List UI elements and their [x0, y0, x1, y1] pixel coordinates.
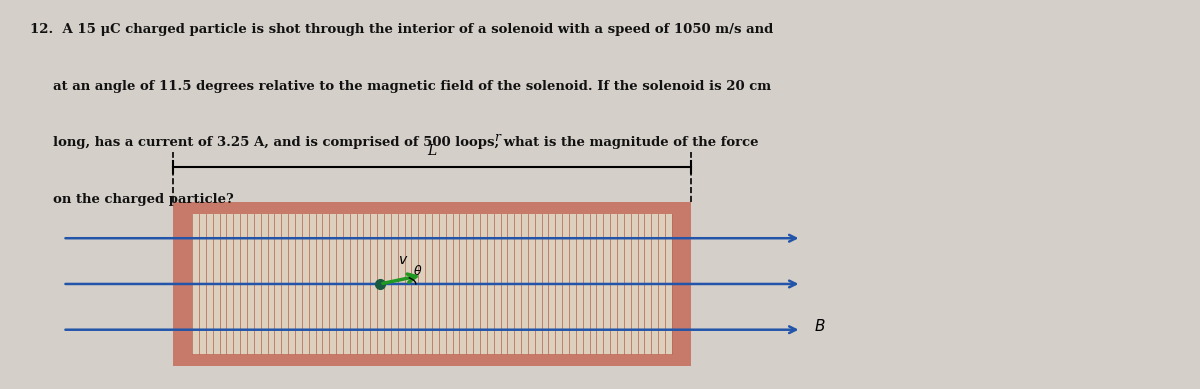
Bar	[173, 202, 691, 366]
Text: long, has a current of 3.25 A, and is comprised of 500 loops, what is the magnit: long, has a current of 3.25 A, and is co…	[30, 136, 758, 149]
Text: 12.  A 15 μC charged particle is shot through the interior of a solenoid with a : 12. A 15 μC charged particle is shot thr…	[30, 23, 773, 36]
Text: at an angle of 11.5 degrees relative to the magnetic field of the solenoid. If t: at an angle of 11.5 degrees relative to …	[30, 80, 772, 93]
Text: $\theta$: $\theta$	[413, 264, 422, 278]
Text: on the charged particle?: on the charged particle?	[30, 193, 234, 205]
Bar	[192, 214, 672, 354]
Text: r: r	[494, 131, 500, 144]
Text: $v$: $v$	[398, 253, 409, 267]
Text: L: L	[427, 144, 437, 158]
Text: $B$: $B$	[815, 318, 826, 334]
